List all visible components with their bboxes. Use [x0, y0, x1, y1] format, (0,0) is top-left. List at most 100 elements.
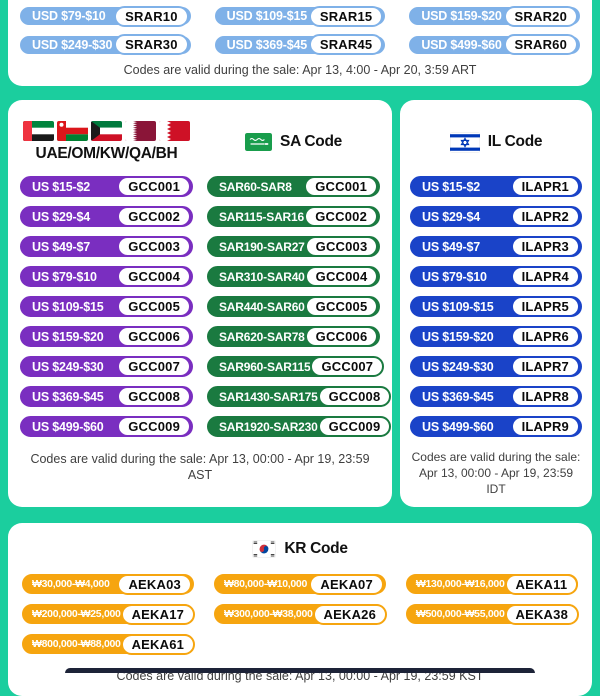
coupon-code: GCC005 — [304, 296, 379, 317]
coupon-discount-label: ₩80,000-₩10,000 — [223, 578, 308, 590]
coupon-pill[interactable]: US $29-$4 ILAPR2 — [408, 204, 584, 229]
coupon-pill[interactable]: SAR310-SAR40 GCC004 — [205, 264, 382, 289]
coupon-discount-label: ₩300,000-₩38,000 — [223, 608, 313, 620]
coupon-pill[interactable]: US $369-$45 GCC008 — [18, 384, 195, 409]
coupon-pill[interactable]: USD $159-$20 SRAR20 — [407, 5, 583, 27]
coupon-code: ILAPR3 — [510, 236, 580, 257]
kr-card: KR Code ₩30,000-₩4,000 AEKA03 ₩80,000-₩1… — [8, 523, 592, 696]
usd-coupon-row-2: USD $249-$30 SRAR30 USD $369-$45 SRAR45 … — [18, 33, 583, 56]
coupon-pill[interactable]: USD $369-$45 SRAR45 — [212, 33, 388, 56]
coupon-pill[interactable]: ₩80,000-₩10,000 AEKA07 — [211, 572, 388, 596]
coupon-pill[interactable]: SAR115-SAR16 GCC002 — [205, 204, 382, 229]
coupon-discount-label: US $79-$10 — [422, 269, 487, 284]
coupon-pill[interactable]: USD $249-$30 SRAR30 — [18, 33, 193, 56]
coupon-pill[interactable]: ₩300,000-₩38,000 AEKA26 — [211, 602, 388, 626]
coupon-pill[interactable]: ₩130,000-₩16,000 AEKA11 — [403, 572, 580, 596]
coupon-discount-label: USD $109-$15 — [226, 9, 307, 23]
sa-coupon-list: SAR60-SAR8 GCC001 SAR115-SAR16 GCC002 SA… — [205, 174, 392, 439]
israel-flag-icon — [449, 131, 480, 153]
saudi-arabia-flag-icon — [245, 133, 273, 151]
south-korea-flag-icon — [252, 539, 277, 558]
coupon-pill[interactable]: US $79-$10 GCC004 — [18, 264, 195, 289]
coupon-discount-label: SAR1430-SAR175 — [219, 389, 318, 404]
coupon-pill[interactable]: US $15-$2 GCC001 — [18, 174, 195, 199]
kuwait-flag-icon — [91, 121, 122, 141]
coupon-pill[interactable]: SAR1920-SAR230 GCC009 — [205, 414, 392, 439]
coupon-code: ILAPR4 — [510, 266, 580, 287]
coupon-discount-label: US $15-$2 — [32, 179, 90, 194]
uae-flag-icon — [23, 121, 54, 141]
coupon-discount-label: ₩30,000-₩4,000 — [32, 578, 110, 590]
coupon-pill[interactable]: US $79-$10 ILAPR4 — [408, 264, 584, 289]
coupon-discount-label: SAR60-SAR8 — [219, 179, 292, 194]
coupon-pill[interactable]: USD $499-$60 SRAR60 — [407, 33, 583, 56]
coupon-pill[interactable]: US $15-$2 ILAPR1 — [408, 174, 584, 199]
coupon-discount-label: US $49-$7 — [422, 239, 480, 254]
coupon-code: AEKA38 — [504, 603, 579, 625]
kr-header: KR Code — [20, 535, 580, 562]
coupon-discount-label: US $369-$45 — [422, 389, 494, 404]
coupon-discount-label: SAR115-SAR16 — [219, 209, 304, 224]
coupon-pill[interactable]: ₩500,000-₩55,000 AEKA38 — [403, 602, 580, 626]
il-validity-line2: Apr 13, 00:00 - Apr 19, 23:59 IDT — [418, 466, 574, 496]
coupon-discount-label: SAR190-SAR27 — [219, 239, 305, 254]
coupon-code: GCC003 — [304, 236, 379, 257]
coupon-pill[interactable]: SAR960-SAR115 GCC007 — [205, 354, 385, 379]
il-header: IL Code — [408, 110, 584, 174]
coupon-code: SRAR20 — [503, 5, 579, 27]
usd-coupon-card: USD $79-$10 SRAR10 USD $109-$15 SRAR15 U… — [8, 0, 592, 86]
coupon-discount-label: USD $79-$10 — [32, 9, 106, 23]
gcc-column: UAE/OM/KW/QA/BH US $15-$2 GCC001 US $29-… — [18, 110, 195, 439]
coupon-code: GCC008 — [317, 386, 392, 407]
sa-header: SA Code — [205, 110, 382, 174]
coupon-pill[interactable]: US $249-$30 ILAPR7 — [408, 354, 584, 379]
coupon-code: GCC005 — [117, 296, 191, 317]
coupon-code: GCC008 — [117, 386, 191, 407]
coupon-pill[interactable]: US $159-$20 GCC006 — [18, 324, 195, 349]
coupon-pill[interactable]: US $369-$45 ILAPR8 — [408, 384, 584, 409]
coupon-pill[interactable]: USD $109-$15 SRAR15 — [212, 5, 388, 27]
sa-column: SA Code SAR60-SAR8 GCC001 SAR115-SAR16 — [205, 110, 392, 439]
coupon-discount-label: SAR960-SAR115 — [219, 359, 311, 374]
coupon-discount-label: US $499-$60 — [32, 419, 104, 434]
coupon-pill[interactable]: USD $79-$10 SRAR10 — [18, 5, 193, 27]
coupon-pill[interactable]: SAR440-SAR60 GCC005 — [205, 294, 382, 319]
coupon-code: GCC003 — [117, 236, 191, 257]
coupon-code: ILAPR6 — [510, 326, 580, 347]
coupon-pill[interactable]: SAR620-SAR78 GCC006 — [205, 324, 382, 349]
coupon-pill[interactable]: ₩200,000-₩25,000 AEKA17 — [20, 602, 196, 626]
coupon-code: ILAPR1 — [510, 176, 580, 197]
gcc-coupon-list: US $15-$2 GCC001 US $29-$4 GCC002 US $49… — [18, 174, 195, 439]
coupon-pill[interactable]: US $49-$7 ILAPR3 — [408, 234, 584, 259]
coupon-pill[interactable]: ₩30,000-₩4,000 AEKA03 — [20, 572, 196, 596]
coupon-code: AEKA61 — [120, 633, 196, 655]
coupon-discount-label: SAR310-SAR40 — [219, 269, 305, 284]
oman-flag-icon — [57, 121, 88, 141]
coupon-pill[interactable]: US $49-$7 GCC003 — [18, 234, 195, 259]
next-section-top-edge — [65, 668, 535, 673]
coupon-pill[interactable]: SAR190-SAR27 GCC003 — [205, 234, 382, 259]
coupon-code: AEKA17 — [120, 603, 196, 625]
coupon-pill[interactable]: US $159-$20 ILAPR6 — [408, 324, 584, 349]
coupon-pill[interactable]: US $109-$15 GCC005 — [18, 294, 195, 319]
coupon-pill[interactable]: US $499-$60 ILAPR9 — [408, 414, 584, 439]
coupon-code: SRAR30 — [114, 34, 189, 55]
coupon-discount-label: ₩130,000-₩16,000 — [415, 578, 505, 590]
coupon-discount-label: USD $499-$60 — [421, 37, 502, 52]
coupon-pill[interactable]: US $249-$30 GCC007 — [18, 354, 195, 379]
coupon-pill[interactable]: US $29-$4 GCC002 — [18, 204, 195, 229]
coupon-code: GCC002 — [304, 206, 378, 227]
coupon-pill[interactable]: US $109-$15 ILAPR5 — [408, 294, 584, 319]
coupon-pill[interactable]: ₩800,000-₩88,000 AEKA61 — [20, 632, 196, 656]
il-validity-text: Codes are valid during the sale: Apr 13,… — [408, 449, 584, 497]
coupon-code: SRAR45 — [308, 34, 384, 55]
il-card: IL Code US $15-$2 ILAPR1 US $29-$4 ILAPR… — [400, 100, 592, 507]
usd-validity-text: Codes are valid during the sale: Apr 13,… — [123, 63, 477, 77]
coupon-code: SRAR60 — [503, 34, 579, 55]
regional-codes-row: UAE/OM/KW/QA/BH US $15-$2 GCC001 US $29-… — [8, 100, 592, 507]
coupon-pill[interactable]: SAR1430-SAR175 GCC008 — [205, 384, 392, 409]
coupon-pill[interactable]: SAR60-SAR8 GCC001 — [205, 174, 382, 199]
kr-title: KR Code — [284, 539, 348, 557]
coupon-pill[interactable]: US $499-$60 GCC009 — [18, 414, 195, 439]
il-title: IL Code — [487, 133, 543, 150]
